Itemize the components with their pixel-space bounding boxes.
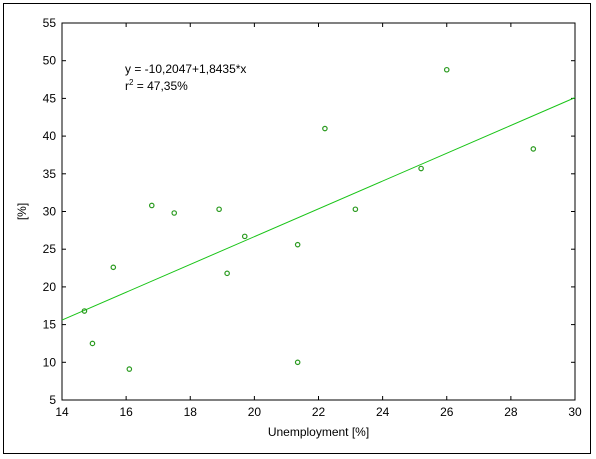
x-tick-label: 14: [55, 405, 69, 419]
data-point: [294, 241, 301, 248]
x-tick-label: 30: [568, 405, 582, 419]
data-point: [530, 146, 537, 152]
data-point: [110, 264, 117, 271]
x-tick-label: 24: [376, 405, 390, 419]
data-point: [352, 206, 359, 213]
x-tick-label: 18: [184, 405, 198, 419]
data-point: [418, 165, 424, 172]
data-points: [81, 66, 537, 372]
y-axis-title: [%]: [15, 203, 29, 220]
data-point: [216, 206, 222, 213]
y-tick-label: 30: [43, 205, 57, 219]
data-point: [322, 125, 328, 132]
data-point: [81, 308, 88, 314]
x-axis-ticks: 14 16 18 20 22 24 26 28 30: [55, 23, 582, 419]
x-tick-label: 22: [312, 405, 326, 419]
y-tick-label: 15: [43, 318, 57, 332]
x-tick-label: 28: [504, 405, 518, 419]
y-tick-label: 25: [43, 242, 57, 256]
regression-equation: y = -10,2047+1,8435*x: [125, 62, 246, 76]
regression-line: [61, 97, 576, 321]
x-tick-label: 26: [440, 405, 454, 419]
data-point: [443, 66, 450, 73]
y-tick-label: 5: [49, 393, 56, 407]
y-tick-label: 50: [43, 54, 57, 68]
data-point: [224, 270, 230, 277]
y-tick-label: 10: [43, 355, 57, 369]
data-point: [89, 340, 96, 347]
y-tick-label: 40: [43, 129, 57, 143]
data-point: [294, 359, 301, 366]
y-tick-label: 20: [43, 280, 57, 294]
y-axis-ticks: 5 10 15 20 25 30 35 40 45 50 55: [43, 16, 575, 407]
y-tick-label: 35: [43, 167, 57, 181]
x-axis-title: Unemployment [%]: [268, 425, 369, 439]
y-tick-label: 45: [43, 91, 57, 105]
data-point: [126, 366, 133, 372]
data-point: [148, 202, 155, 209]
y-tick-label: 55: [43, 16, 57, 30]
data-point: [241, 233, 248, 240]
x-tick-label: 16: [119, 405, 133, 419]
chart-frame: [3, 3, 591, 454]
data-point: [171, 210, 178, 216]
r-squared-label: r2 = 47,35%: [125, 78, 188, 93]
x-tick-label: 20: [248, 405, 262, 419]
